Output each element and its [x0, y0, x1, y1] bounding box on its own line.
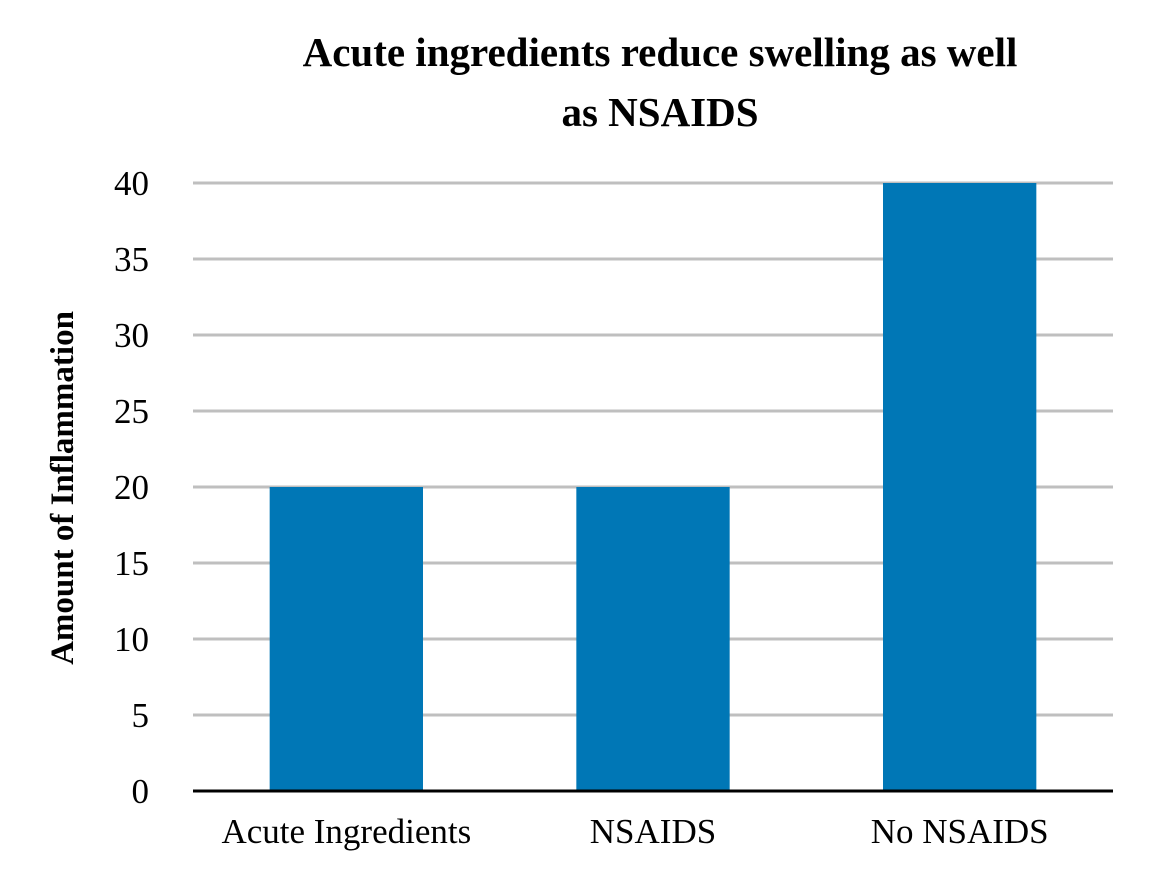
- x-tick-labels: Acute Ingredients NSAIDS No NSAIDS: [221, 812, 1048, 851]
- x-tick-label: No NSAIDS: [871, 812, 1049, 851]
- bar-no-nsaids: [883, 183, 1037, 791]
- bar-acute-ingredients: [269, 487, 423, 791]
- chart-title-line-2: as NSAIDS: [561, 89, 759, 135]
- y-tick-label: 5: [132, 696, 150, 735]
- y-tick-label: 35: [114, 240, 149, 279]
- y-tick-label: 25: [114, 392, 149, 431]
- y-tick-label: 10: [114, 620, 149, 659]
- y-tick-label: 15: [114, 544, 149, 583]
- y-tick-label: 30: [114, 316, 149, 355]
- bars: [269, 183, 1037, 791]
- y-axis-title: Amount of Inflammation: [45, 311, 81, 665]
- x-tick-label: Acute Ingredients: [221, 812, 471, 851]
- chart-title-line-1: Acute ingredients reduce swelling as wel…: [302, 29, 1018, 75]
- y-tick-label: 0: [132, 772, 150, 811]
- x-tick-label: NSAIDS: [590, 812, 716, 851]
- y-tick-labels: 0 5 10 15 20 25 30 35 40: [114, 164, 149, 811]
- chart-title: Acute ingredients reduce swelling as wel…: [160, 22, 1160, 142]
- bar-nsaids: [576, 487, 730, 791]
- y-tick-label: 20: [114, 468, 149, 507]
- y-tick-label: 40: [114, 164, 149, 203]
